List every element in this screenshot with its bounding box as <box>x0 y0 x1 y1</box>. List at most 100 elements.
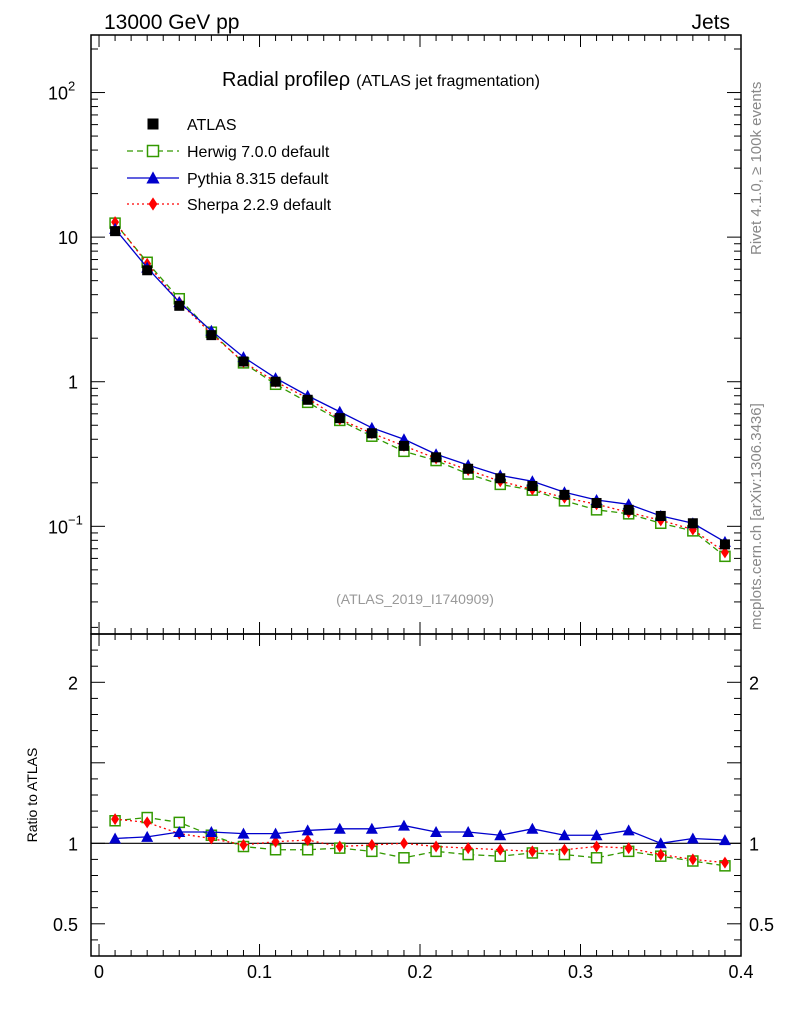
legend-label-atlas: ATLAS <box>187 117 237 134</box>
sherpa-main-point <box>111 216 120 229</box>
sherpa-ratio-point <box>560 843 569 856</box>
y-tick-label: 10 <box>58 228 78 248</box>
herwig-ratio-point <box>173 816 186 829</box>
sherpa-ratio-point <box>271 835 280 848</box>
ratio-tick-label-right: 2 <box>749 673 759 693</box>
sherpa-ratio-point <box>367 838 376 851</box>
sherpa-main-point <box>720 546 729 559</box>
pythia-ratio-point <box>622 824 635 836</box>
herwig-ratio-line <box>115 816 726 867</box>
y-tick-power-label: 10−1 <box>48 512 83 537</box>
pythia-ratio-point <box>526 822 539 834</box>
sherpa-ratio-point <box>111 813 120 826</box>
sherpa-ratio-point <box>624 842 633 855</box>
legend-marker-atlas <box>147 118 159 130</box>
pythia-ratio-point <box>141 830 154 842</box>
pythia-ratio-point <box>301 824 314 836</box>
pythia-ratio-point <box>494 829 507 841</box>
pythia-ratio-point <box>109 832 122 844</box>
pythia-ratio-line <box>115 824 725 844</box>
atlas-main-point <box>206 330 217 341</box>
pythia-ratio-point <box>205 826 218 838</box>
sherpa-ratio-point <box>335 840 344 853</box>
pythia-ratio-point <box>365 822 378 834</box>
atlas-main-point <box>366 428 377 439</box>
atlas-main-point <box>527 481 538 492</box>
atlas-main-point <box>110 226 121 237</box>
x-tick-label: 0.2 <box>407 962 432 982</box>
pythia-main-line <box>114 228 726 543</box>
pythia-ratio-point <box>397 819 410 831</box>
pythia-ratio-point <box>269 827 282 839</box>
pythia-ratio-point <box>686 832 699 844</box>
atlas-main-point <box>431 452 442 463</box>
sherpa-ratio-point <box>432 840 441 853</box>
pythia-ratio-point <box>654 837 667 849</box>
sherpa-ratio-point <box>656 848 665 861</box>
sherpa-ratio-point <box>496 843 505 856</box>
pythia-ratio-point <box>430 826 443 838</box>
herwig-ratio-point <box>301 843 314 856</box>
chart-title: Radial profileρ (ATLAS jet fragmentation) <box>222 69 540 91</box>
atlas-main-point <box>334 413 345 424</box>
atlas-main-point <box>591 497 602 508</box>
x-tick-label: 0.4 <box>728 962 753 982</box>
pythia-ratio-point <box>718 834 731 846</box>
sherpa-ratio-point <box>688 853 697 866</box>
atlas-main-point <box>302 394 313 405</box>
pythia-ratio-point <box>590 829 603 841</box>
legend-label-pythia: Pythia 8.315 default <box>187 171 329 188</box>
x-tick-label: 0.1 <box>247 962 272 982</box>
y-tick-power-label: 102 <box>48 79 75 104</box>
energy-label: 13000 GeV pp <box>104 11 239 34</box>
atlas-main-point <box>495 473 506 484</box>
atlas-main-point <box>687 518 698 529</box>
process-label: Jets <box>691 11 730 34</box>
sherpa-ratio-point <box>720 856 729 869</box>
chart-title-main: Radial profile <box>222 69 339 91</box>
sherpa-ratio-point <box>528 845 537 858</box>
ratio-tick-label: 2 <box>68 673 78 693</box>
ratio-tick-label: 1 <box>68 834 78 854</box>
atlas-main-point <box>655 510 666 521</box>
chart-title-suffix: (ATLAS jet fragmentation) <box>356 73 540 90</box>
atlas-main-point <box>238 356 249 367</box>
legend-marker-sherpa <box>148 197 158 211</box>
atlas-main-point <box>398 440 409 451</box>
rivet-version-label: Rivet 4.1.0, ≥ 100k events <box>748 82 765 255</box>
atlas-main-point <box>719 539 730 550</box>
ratio-tick-label-right: 1 <box>749 834 759 854</box>
pythia-ratio-point <box>462 826 475 838</box>
x-tick-label: 0 <box>94 962 104 982</box>
sherpa-ratio-point <box>464 842 473 855</box>
sherpa-ratio-point <box>239 838 248 851</box>
atlas-main-point <box>559 489 570 500</box>
atlas-main-point <box>463 463 474 474</box>
analysis-id-label: (ATLAS_2019_I1740909) <box>336 591 494 607</box>
ratio-plot-frame <box>90 633 742 957</box>
legend-marker-herwig <box>146 144 160 158</box>
chart-title-symbol: ρ <box>339 69 350 91</box>
sherpa-ratio-point <box>399 837 408 850</box>
legend-label-sherpa: Sherpa 2.2.9 default <box>187 197 332 214</box>
ratio-axis-label: Ratio to ATLAS <box>24 748 40 843</box>
pythia-ratio-point <box>333 822 346 834</box>
y-tick-label: 1 <box>68 373 78 393</box>
atlas-main-point <box>174 300 185 311</box>
pythia-ratio-point <box>237 827 250 839</box>
herwig-ratio-point <box>398 852 410 864</box>
mcplots-credit-label: mcplots.cern.ch [arXiv:1306.3436] <box>748 403 765 630</box>
ratio-tick-label: 0.5 <box>53 915 78 935</box>
ratio-tick-label-right: 0.5 <box>749 915 774 935</box>
sherpa-ratio-point <box>303 834 312 847</box>
atlas-main-point <box>623 504 634 515</box>
legend-marker-pythia <box>146 171 160 184</box>
x-tick-label: 0.3 <box>568 962 593 982</box>
legend-label-herwig: Herwig 7.0.0 default <box>187 144 330 161</box>
sherpa-main-line <box>114 221 726 553</box>
sherpa-ratio-point <box>143 816 152 829</box>
atlas-main-point <box>270 376 281 387</box>
sherpa-ratio-point <box>592 840 601 853</box>
pythia-ratio-point <box>558 829 571 841</box>
